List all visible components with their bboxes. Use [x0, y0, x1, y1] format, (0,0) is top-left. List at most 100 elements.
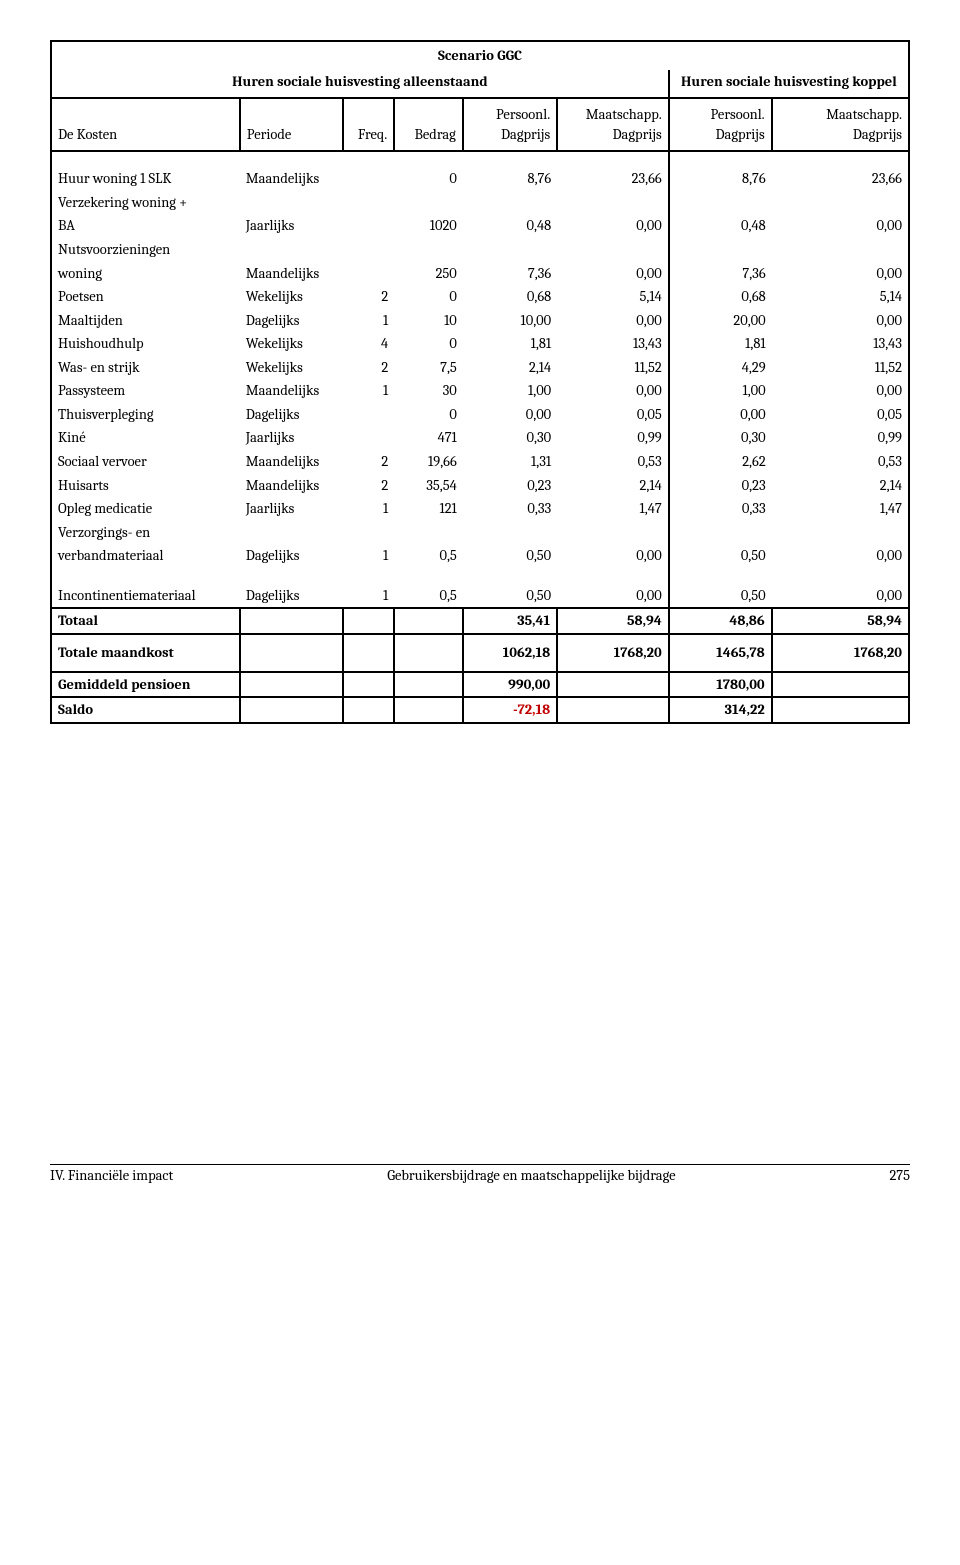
cell: 0,00: [557, 379, 669, 403]
cell: 1: [343, 497, 394, 521]
pensioen-label: Gemiddeld pensioen: [51, 672, 240, 698]
cell: 1780,00: [669, 672, 772, 698]
cell: 58,94: [772, 608, 909, 634]
cell: 2,14: [463, 356, 557, 380]
footer-mid: Gebruikersbijdrage en maatschappelijke b…: [387, 1167, 675, 1184]
maandkost-label: Totale maandkost: [51, 634, 240, 672]
cell: 1768,20: [557, 634, 669, 672]
row-label: Was- en strijk: [51, 356, 240, 380]
row-label: Incontinentiemateriaal: [51, 584, 240, 609]
cell: 0,68: [463, 285, 557, 309]
cell: 0,00: [557, 309, 669, 333]
col-header: De Kosten: [51, 98, 240, 151]
cost-table: Scenario GGC Huren sociale huisvesting a…: [50, 40, 910, 724]
cell: 0,00: [557, 214, 669, 238]
saldo-value-neg: -72,18: [463, 697, 557, 723]
cell: Maandelijks: [240, 262, 343, 286]
cell: 5,14: [557, 285, 669, 309]
cell: 23,66: [557, 167, 669, 191]
cell: 0,00: [669, 403, 772, 427]
row-label: Kiné: [51, 426, 240, 450]
cell: 0,00: [772, 584, 909, 609]
col-header: Persoonl.Dagprijs: [463, 98, 557, 151]
cell: 1768,20: [772, 634, 909, 672]
cell: 0,05: [557, 403, 669, 427]
totaal-label: Totaal: [51, 608, 240, 634]
footer-left: IV. Financiële impact: [50, 1167, 173, 1184]
cell: 0,23: [463, 474, 557, 498]
cell: Maandelijks: [240, 167, 343, 191]
cell: 0,00: [463, 403, 557, 427]
subtitle-left: Huren sociale huisvesting alleenstaand: [51, 70, 669, 99]
cell: Maandelijks: [240, 379, 343, 403]
cell: 2: [343, 356, 394, 380]
row-label: Huishoudhulp: [51, 332, 240, 356]
cell: 0,53: [557, 450, 669, 474]
cell: 11,52: [557, 356, 669, 380]
row-label: Verzorgings- en: [51, 521, 240, 545]
cell: 7,36: [463, 262, 557, 286]
cell: 1: [343, 309, 394, 333]
row-label: Huur woning 1 SLK: [51, 167, 240, 191]
cell: 23,66: [772, 167, 909, 191]
cell: 1,47: [557, 497, 669, 521]
cell: 10: [394, 309, 463, 333]
cell: 19,66: [394, 450, 463, 474]
row-label: Nutsvoorzieningen: [51, 238, 240, 262]
row-label: verbandmateriaal: [51, 544, 240, 568]
cell: 7,5: [394, 356, 463, 380]
cell: 0,33: [463, 497, 557, 521]
cell: 0,00: [772, 214, 909, 238]
saldo-value: 314,22: [669, 697, 772, 723]
row-label: BA: [51, 214, 240, 238]
cell: 13,43: [772, 332, 909, 356]
cell: 1465,78: [669, 634, 772, 672]
cell: 2: [343, 450, 394, 474]
cell: 1,47: [772, 497, 909, 521]
cell: 0,99: [557, 426, 669, 450]
cell: 1,81: [669, 332, 772, 356]
cell: 0,30: [669, 426, 772, 450]
col-header: Periode: [240, 98, 343, 151]
cell: [343, 167, 394, 191]
subtitle-right: Huren sociale huisvesting koppel: [669, 70, 909, 99]
cell: 0,33: [669, 497, 772, 521]
row-label: Thuisverpleging: [51, 403, 240, 427]
row-label: Sociaal vervoer: [51, 450, 240, 474]
cell: [343, 426, 394, 450]
cell: [343, 403, 394, 427]
col-header: Maatschapp.Dagprijs: [772, 98, 909, 151]
cell: 1: [343, 379, 394, 403]
col-header: Persoonl.Dagprijs: [669, 98, 772, 151]
cell: Dagelijks: [240, 584, 343, 609]
cell: 1020: [394, 214, 463, 238]
cell: 1,00: [669, 379, 772, 403]
cell: 30: [394, 379, 463, 403]
cell: Jaarlijks: [240, 426, 343, 450]
cell: 0: [394, 167, 463, 191]
cell: 1,81: [463, 332, 557, 356]
cell: 0,00: [772, 379, 909, 403]
cell: [343, 214, 394, 238]
cell: 0,30: [463, 426, 557, 450]
cell: 0,00: [772, 309, 909, 333]
cell: 0,53: [772, 450, 909, 474]
cell: 5,14: [772, 285, 909, 309]
cell: 0,00: [557, 584, 669, 609]
cell: 4,29: [669, 356, 772, 380]
cell: 1: [343, 584, 394, 609]
cell: 0,50: [463, 544, 557, 568]
page-footer: IV. Financiële impact Gebruikersbijdrage…: [50, 1164, 910, 1184]
cell: 1,00: [463, 379, 557, 403]
row-label: Opleg medicatie: [51, 497, 240, 521]
cell: 0,5: [394, 584, 463, 609]
col-header: Freq.: [343, 98, 394, 151]
cell: Maandelijks: [240, 450, 343, 474]
row-label: Huisarts: [51, 474, 240, 498]
cell: 8,76: [669, 167, 772, 191]
cell: 1,31: [463, 450, 557, 474]
cell: 2,14: [557, 474, 669, 498]
cell: Wekelijks: [240, 285, 343, 309]
cell: 2,14: [772, 474, 909, 498]
cell: 0,50: [463, 584, 557, 609]
